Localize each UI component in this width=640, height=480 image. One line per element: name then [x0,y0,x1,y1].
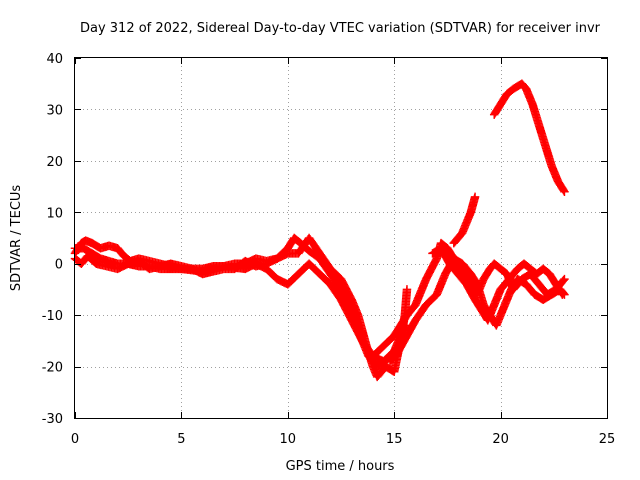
y-tick-label: 0 [55,258,63,273]
series-track-g [449,192,480,248]
grid-layer [75,58,607,418]
x-tick-label: 20 [492,432,509,447]
data-points-layer [70,79,569,382]
data-point [560,274,569,284]
data-point [560,187,569,196]
data-point [470,192,480,202]
y-tick-label: 10 [46,206,63,221]
y-tick-label: -30 [42,412,63,427]
series-track-c [70,233,412,382]
y-tick-label: -10 [42,309,63,324]
y-tick-label: 20 [46,155,63,170]
series-track-f [428,244,567,325]
x-tick-label: 15 [386,432,403,447]
data-point [559,276,568,285]
x-tick-label: 5 [177,432,185,447]
data-point [402,285,412,294]
data-point [557,289,566,298]
chart-title: Day 312 of 2022, Sidereal Day-to-day VTE… [80,21,601,36]
y-tick-label: 40 [46,52,63,67]
y-tick-label: 30 [46,103,63,118]
y-tick-label: -20 [42,361,63,376]
data-point [559,186,568,195]
y-axis-label: SDTVAR / TECUs [9,185,24,292]
series-track-h [489,79,569,196]
x-tick-label: 10 [280,432,297,447]
data-point [558,290,567,299]
x-tick-label: 25 [599,432,616,447]
x-axis-label: GPS time / hours [286,459,395,474]
ticks-layer: 0 5 10 15 20 25 -30 -20 -10 0 10 20 30 40 [42,52,616,447]
plot-frame [74,57,608,419]
x-tick-label: 0 [71,432,79,447]
